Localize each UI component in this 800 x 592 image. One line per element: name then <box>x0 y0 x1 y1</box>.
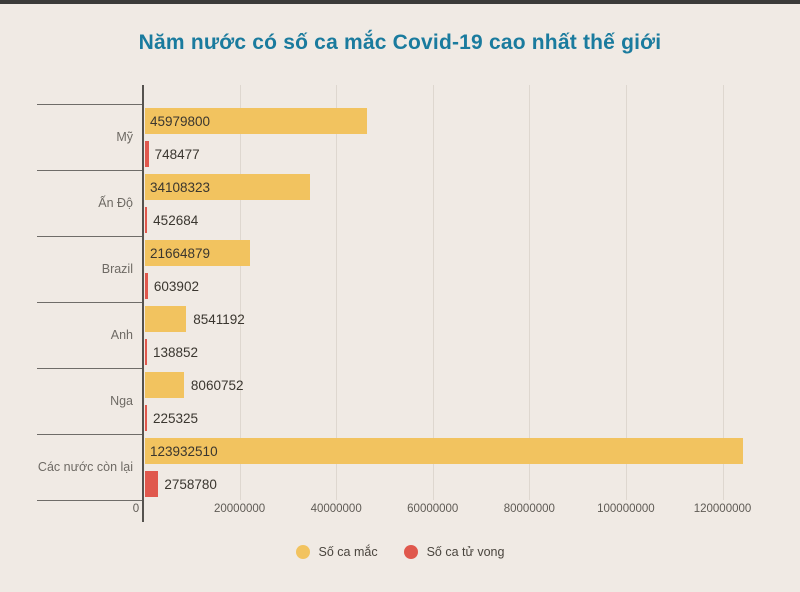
cases-bar <box>145 438 744 464</box>
cases-value-label: 21664879 <box>150 245 211 261</box>
x-tick-label: 120000000 <box>693 503 752 515</box>
deaths-legend-label: Số ca tử vong <box>426 545 505 559</box>
x-gridline <box>336 85 338 500</box>
category-separator <box>37 434 143 435</box>
category-label: Anh <box>110 328 133 342</box>
x-tick-label: 100000000 <box>597 503 655 515</box>
category-separator <box>37 170 143 171</box>
chart-title: Năm nước có số ca mắc Covid-19 cao nhất … <box>138 31 662 54</box>
category-label: Nga <box>110 394 133 408</box>
deaths-bar <box>145 405 147 431</box>
x-gridline <box>432 85 434 500</box>
deaths-bar <box>145 141 149 167</box>
category-label: Các nước còn lại <box>37 460 133 474</box>
x-tick-label: 80000000 <box>503 503 555 515</box>
deaths-bar <box>145 207 148 233</box>
x-tick-label: 20000000 <box>213 503 266 515</box>
deaths-bar <box>145 471 159 497</box>
legend-item-cases: Số ca mắc <box>295 545 378 559</box>
value-axis-line <box>142 85 144 522</box>
x-tick-label: 0 <box>132 503 140 515</box>
deaths-value-label: 225325 <box>153 410 199 426</box>
x-tick-label: 40000000 <box>310 503 362 515</box>
category-separator <box>37 104 143 105</box>
chart-legend: Số ca mắc Số ca tử vong <box>0 545 800 559</box>
cases-value-label: 45979800 <box>150 113 211 129</box>
category-label: Ấn Độ <box>98 196 133 210</box>
cases-legend-dot-icon <box>295 545 310 559</box>
deaths-value-label: 748477 <box>154 146 200 162</box>
x-gridline <box>625 85 627 500</box>
x-gridline <box>239 85 241 500</box>
deaths-legend-dot-icon <box>403 545 418 559</box>
category-separator <box>37 500 143 501</box>
category-label: Mỹ <box>116 130 133 144</box>
deaths-value-label: 452684 <box>153 212 199 228</box>
cases-value-label: 8060752 <box>190 377 244 393</box>
deaths-value-label: 603902 <box>153 278 199 294</box>
x-tick-label: 60000000 <box>407 503 459 515</box>
category-separator <box>37 368 143 369</box>
top-border-strip <box>0 0 800 4</box>
cases-bar <box>145 240 250 266</box>
cases-value-label: 8541192 <box>193 311 245 327</box>
cases-value-label: 123932510 <box>150 443 218 459</box>
x-gridline <box>529 85 531 500</box>
cases-bar <box>145 306 187 332</box>
cases-bar <box>145 108 368 134</box>
x-gridline <box>722 85 724 500</box>
cases-value-label: 34108323 <box>150 179 211 195</box>
cases-bar <box>145 372 184 398</box>
cases-legend-label: Số ca mắc <box>318 545 378 559</box>
deaths-value-label: 2758780 <box>164 476 217 492</box>
category-separator <box>37 302 143 303</box>
deaths-bar <box>145 273 148 299</box>
category-label: Brazil <box>101 262 133 276</box>
deaths-bar <box>145 339 147 365</box>
category-separator <box>37 236 143 237</box>
cases-bar <box>145 174 310 200</box>
deaths-value-label: 138852 <box>153 344 199 360</box>
legend-item-deaths: Số ca tử vong <box>403 545 505 559</box>
